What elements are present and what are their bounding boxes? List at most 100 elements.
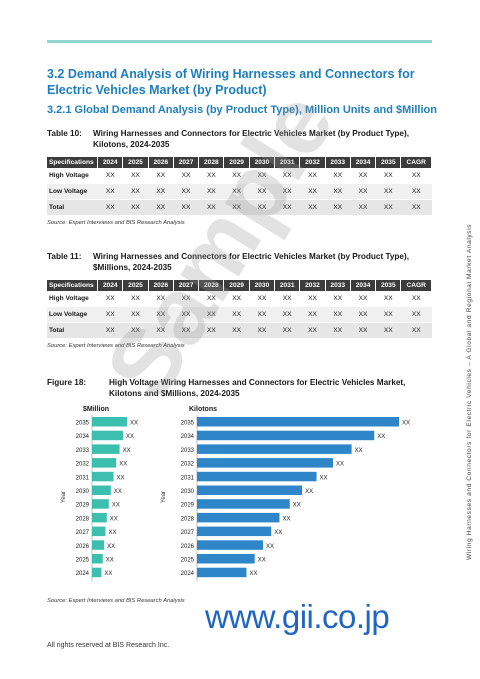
table-cell: XX — [350, 168, 376, 184]
table-cell: XX — [400, 168, 432, 184]
y-axis-label: Year — [61, 491, 67, 503]
column-header: 2026 — [148, 280, 174, 291]
bar — [92, 512, 107, 523]
table-cell: XX — [274, 306, 300, 323]
table-11-number: Table 11: — [47, 252, 82, 261]
table-cell: XX — [299, 199, 326, 216]
data-label: XX — [305, 489, 313, 495]
table-10-number: Table 10: — [47, 129, 82, 138]
table-cell: XX — [249, 291, 275, 307]
bar — [92, 526, 106, 537]
table-cell: XX — [223, 183, 250, 200]
table-cell: XX — [350, 199, 376, 216]
column-header: 2028 — [198, 280, 225, 291]
table-cell: XX — [249, 199, 275, 216]
bar — [197, 444, 352, 454]
bar — [92, 499, 109, 509]
table-cell: XX — [173, 183, 199, 200]
row-label: Total — [47, 199, 98, 216]
data-label: XX — [293, 503, 301, 509]
tick-label: 2028 — [76, 516, 90, 522]
tick-label: 2029 — [76, 503, 90, 509]
data-label: XX — [336, 462, 344, 468]
table-cell: XX — [325, 291, 351, 307]
row-label: Low Voltage — [47, 306, 98, 323]
data-label: XX — [249, 571, 257, 577]
table-cell: XX — [400, 322, 432, 339]
top-rule — [47, 40, 432, 43]
bar — [92, 417, 127, 427]
bar — [197, 499, 290, 509]
table-cell: XX — [274, 199, 300, 216]
tick-label: 2035 — [76, 421, 90, 427]
table-cell: XX — [148, 199, 174, 216]
table-cell: XX — [274, 291, 300, 307]
column-header: 2035 — [375, 280, 402, 291]
table-10-source: Source: Expert Interviews and BIS Resear… — [47, 220, 185, 226]
data-label: XX — [282, 516, 290, 522]
tick-label: 2024 — [181, 571, 195, 577]
bar — [197, 485, 303, 495]
column-header: 2028 — [198, 157, 225, 168]
data-label: XX — [107, 544, 115, 550]
column-header: 2035 — [375, 157, 402, 168]
subsection-title: 3.2.1 Global Demand Analysis (by Product… — [47, 104, 437, 116]
table-cell: XX — [173, 306, 199, 323]
table-cell: XX — [97, 199, 123, 216]
column-header: 2026 — [148, 157, 174, 168]
row-label: High Voltage — [47, 168, 98, 184]
table-cell: XX — [400, 183, 432, 200]
column-header: 2024 — [97, 157, 124, 168]
column-header: Specifications — [47, 157, 99, 168]
tick-label: 2025 — [76, 558, 90, 564]
data-label: XX — [110, 516, 118, 522]
table-cell: XX — [350, 291, 376, 307]
table-cell: XX — [198, 199, 224, 216]
data-label: XX — [104, 571, 112, 577]
table-cell: XX — [198, 291, 224, 307]
data-label: XX — [126, 434, 134, 440]
table-cell: XX — [400, 306, 432, 323]
table-cell: XX — [173, 322, 199, 339]
table-cell: XX — [249, 306, 275, 323]
table-cell: XX — [299, 322, 326, 339]
bar — [197, 471, 317, 482]
table-cell: XX — [325, 183, 351, 200]
table-cell: XX — [122, 322, 149, 339]
chart-title: $Million — [83, 406, 109, 413]
data-label: XX — [266, 544, 274, 550]
column-header: 2034 — [350, 157, 377, 168]
table-cell: XX — [249, 183, 275, 200]
data-label: XX — [402, 421, 410, 427]
figure-18-source: Source: Expert Interviews and BIS Resear… — [47, 598, 185, 604]
table-cell: XX — [375, 306, 401, 323]
table-cell: XX — [400, 291, 432, 307]
table-cell: XX — [198, 322, 224, 339]
table-cell: XX — [375, 199, 401, 216]
data-label: XX — [108, 530, 116, 536]
column-header: Specifications — [47, 280, 99, 291]
tick-label: 2035 — [181, 421, 195, 427]
table-cell: XX — [148, 168, 174, 184]
table-cell: XX — [350, 306, 376, 323]
figure-18-caption: Figure 18: High Voltage Wiring Harnesses … — [47, 377, 429, 399]
table-cell: XX — [223, 199, 250, 216]
column-header: 2027 — [173, 157, 200, 168]
column-header: 2027 — [173, 280, 200, 291]
tick-label: 2024 — [76, 571, 90, 577]
column-header: 2032 — [299, 157, 326, 168]
figure-18-number: Figure 18: — [47, 378, 87, 387]
page-footer: All rights reserved at BIS Research Inc. — [47, 642, 170, 649]
bar — [92, 485, 111, 495]
data-label: XX — [114, 489, 122, 495]
table-cell: XX — [97, 322, 123, 339]
table-cell: XX — [299, 291, 326, 307]
table-11: Specifications 2024 2025 2026 2027 2028 2029 20… — [47, 280, 432, 339]
bar — [197, 430, 375, 441]
tick-label: 2032 — [76, 462, 90, 468]
table-cell: XX — [122, 168, 149, 184]
data-label: XX — [117, 475, 125, 481]
table-cell: XX — [122, 199, 149, 216]
table-11-caption: Table 11: Wiring Harnesses and Connectors… — [47, 251, 423, 273]
table-cell: XX — [375, 291, 401, 307]
